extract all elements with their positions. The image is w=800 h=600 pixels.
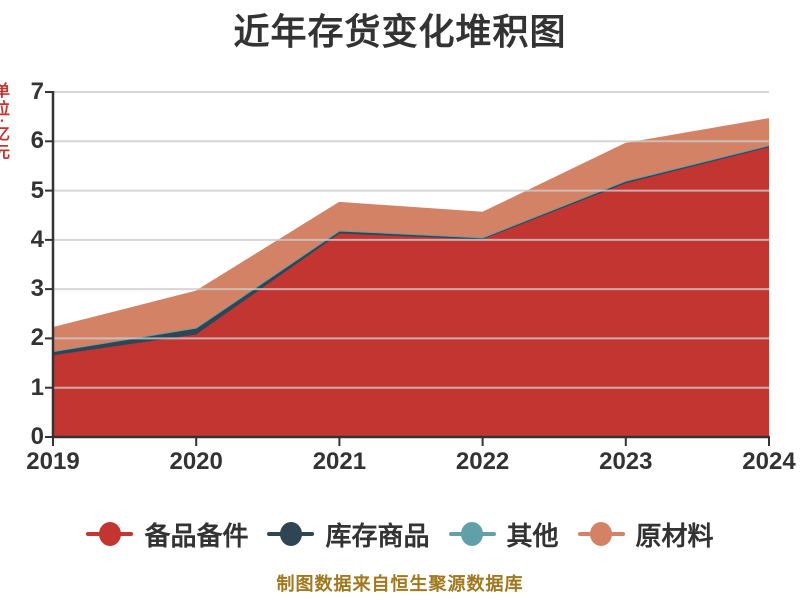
legend: 备品备件 库存商品 其他 原材料 (0, 519, 800, 551)
y-tick-label: 1 (30, 373, 44, 401)
legend-dot (461, 522, 483, 546)
chart-title: 近年存货变化堆积图 (233, 11, 567, 52)
legend-label: 原材料 (635, 520, 714, 551)
x-tick-label: 2023 (599, 448, 653, 475)
x-tick-label: 2022 (455, 448, 510, 475)
legend-item-原材料[interactable]: 原材料 (577, 516, 714, 553)
legend-dot (98, 522, 121, 546)
line-原材料 (52, 118, 770, 330)
y-tick-label: 4 (30, 225, 44, 253)
y-axis-unit-label-clipped: 单位:亿元 (0, 82, 8, 162)
legend-label: 备品备件 (144, 520, 249, 551)
x-tick-label: 2024 (742, 448, 796, 475)
legend-item-其他[interactable]: 其他 (448, 516, 559, 553)
area-备品备件 (53, 147, 769, 437)
y-tick-label: 2 (30, 324, 44, 352)
legend-item-备品备件[interactable]: 备品备件 (86, 516, 248, 553)
x-tick-label: 2019 (26, 448, 80, 475)
legend-dot (279, 522, 302, 546)
legend-line-circle-icon (86, 521, 134, 547)
legend-label: 其他 (506, 520, 559, 551)
legend-item-库存商品[interactable]: 库存商品 (267, 516, 430, 553)
y-tick-label: 5 (30, 176, 44, 204)
legend-line-circle-icon (267, 521, 315, 547)
x-tick-label: 2020 (169, 448, 223, 475)
area-原材料 (53, 119, 769, 352)
legend-line-circle-icon (577, 521, 625, 547)
source-note: 制图数据来自恒生聚源数据库 (276, 574, 524, 594)
y-tick-label: 3 (30, 275, 44, 303)
legend-label: 库存商品 (325, 520, 430, 551)
x-tick-label: 2021 (312, 448, 367, 475)
legend-line-circle-icon (448, 521, 496, 547)
legend-dot (590, 522, 613, 546)
y-tick-label: 6 (30, 127, 44, 155)
y-tick-label: 7 (30, 78, 44, 105)
y-tick-label: 0 (30, 423, 44, 450)
